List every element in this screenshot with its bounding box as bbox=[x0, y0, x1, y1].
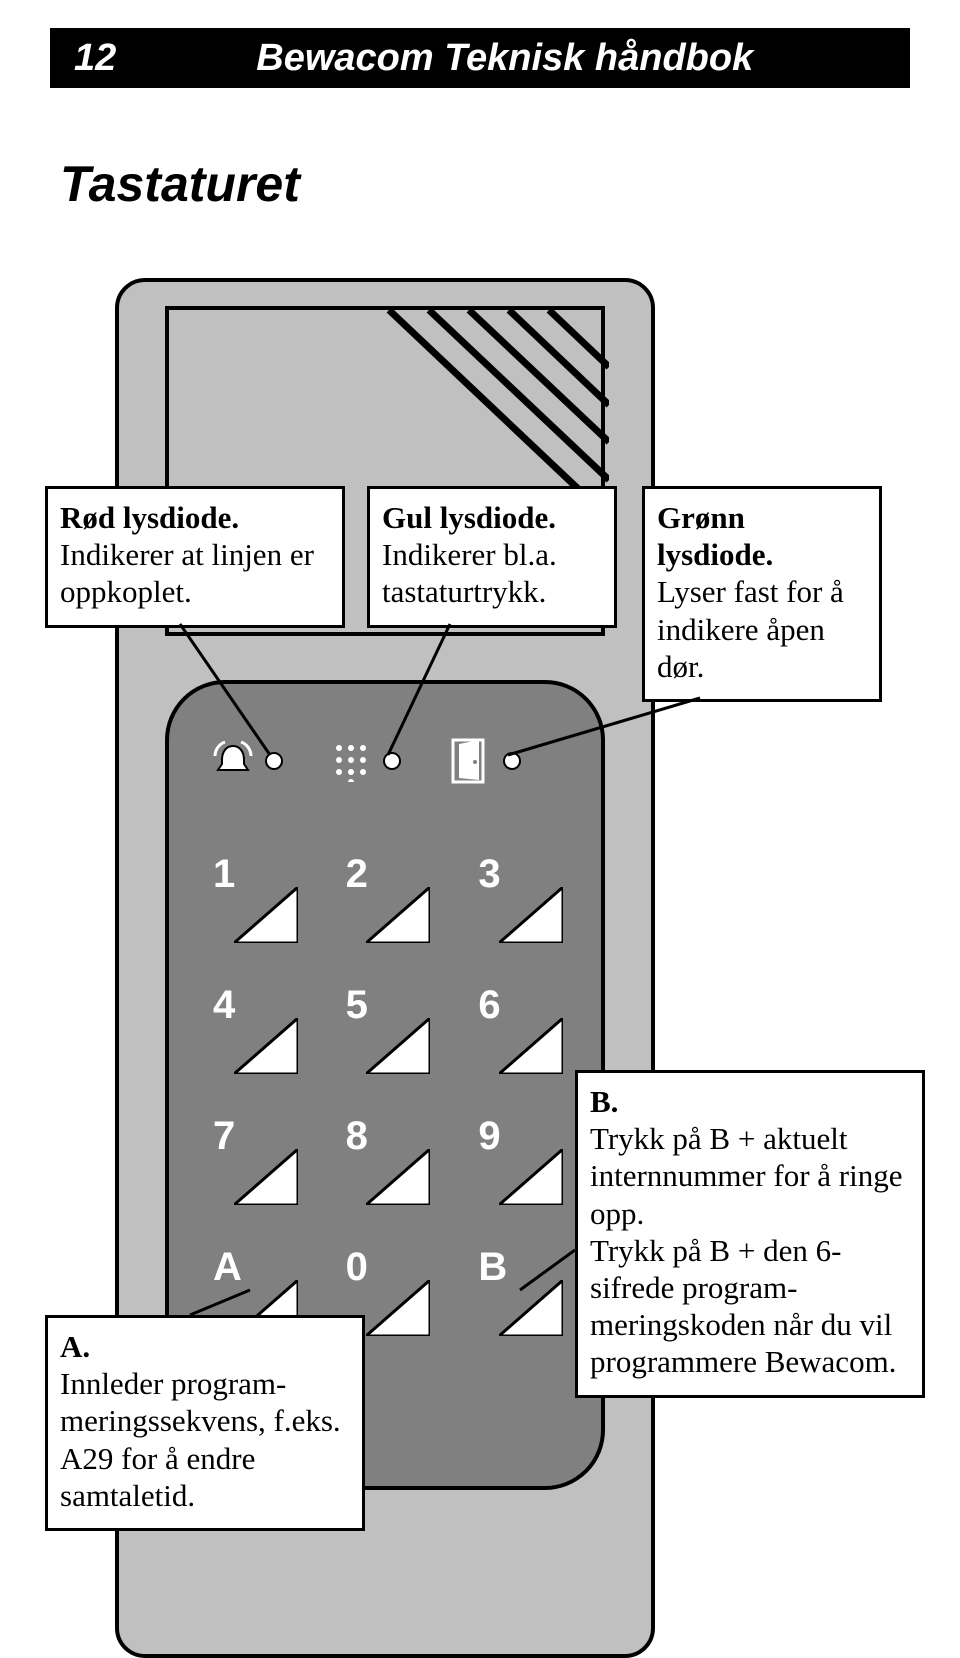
callout-green-heading: Grønn lysdiode. bbox=[657, 500, 773, 572]
key-shape bbox=[234, 887, 298, 943]
key-shape bbox=[499, 1280, 563, 1336]
callout-b: B. Trykk på B + aktuelt internnummer for… bbox=[575, 1070, 925, 1398]
led-green bbox=[503, 752, 521, 770]
key-shape bbox=[499, 1018, 563, 1074]
key-9[interactable]: 9 bbox=[478, 1120, 563, 1205]
key-shape bbox=[366, 1280, 430, 1336]
indicator-row bbox=[213, 734, 563, 794]
key-shape bbox=[366, 1018, 430, 1074]
key-shape bbox=[499, 887, 563, 943]
callout-a: A. Innleder program-meringssekvens, f.ek… bbox=[45, 1315, 365, 1531]
callout-yellow: Gul lysdiode. Indikerer bl.a. tastaturtr… bbox=[367, 486, 617, 628]
key-shape bbox=[366, 887, 430, 943]
led-yellow bbox=[383, 752, 401, 770]
key-1[interactable]: 1 bbox=[213, 858, 298, 943]
callout-yellow-body: Indikerer bl.a. tastaturtrykk. bbox=[382, 537, 557, 609]
key-shape bbox=[366, 1149, 430, 1205]
key-shape bbox=[499, 1149, 563, 1205]
page-header: 12 Bewacom Teknisk håndbok bbox=[50, 28, 910, 88]
keypad-keys: 1 2 3 4 5 6 7 8 9 A 0 B bbox=[213, 858, 563, 1382]
callout-b-body: Trykk på B + aktuelt internnummer for å … bbox=[590, 1121, 902, 1379]
callout-yellow-heading: Gul lysdiode. bbox=[382, 500, 556, 535]
page-title: Bewacom Teknisk håndbok bbox=[256, 37, 753, 80]
callout-red-body: Indikerer at linjen er oppkoplet. bbox=[60, 537, 314, 609]
key-5[interactable]: 5 bbox=[346, 989, 431, 1074]
page-number: 12 bbox=[74, 37, 116, 80]
section-title: Tastaturet bbox=[60, 155, 300, 213]
key-3[interactable]: 3 bbox=[478, 858, 563, 943]
key-7[interactable]: 7 bbox=[213, 1120, 298, 1205]
callout-red: Rød lysdiode. Indikerer at linjen er opp… bbox=[45, 486, 345, 628]
dots-icon bbox=[333, 742, 369, 782]
key-shape bbox=[234, 1018, 298, 1074]
callout-a-heading: A. bbox=[60, 1329, 90, 1364]
door-icon bbox=[451, 738, 489, 784]
callout-green-body: Lyser fast for å indikere åpen dør. bbox=[657, 574, 844, 683]
key-2[interactable]: 2 bbox=[346, 858, 431, 943]
callout-green: Grønn lysdiode. Lyser fast for å indiker… bbox=[642, 486, 882, 702]
key-6[interactable]: 6 bbox=[478, 989, 563, 1074]
callout-b-heading: B. bbox=[590, 1084, 618, 1119]
key-4[interactable]: 4 bbox=[213, 989, 298, 1074]
key-b[interactable]: B bbox=[478, 1251, 563, 1336]
key-8[interactable]: 8 bbox=[346, 1120, 431, 1205]
key-shape bbox=[234, 1149, 298, 1205]
callout-a-body: Innleder program-meringssekvens, f.eks. … bbox=[60, 1366, 341, 1513]
bell-icon bbox=[213, 740, 253, 780]
led-red bbox=[265, 752, 283, 770]
callout-red-heading: Rød lysdiode. bbox=[60, 500, 239, 535]
